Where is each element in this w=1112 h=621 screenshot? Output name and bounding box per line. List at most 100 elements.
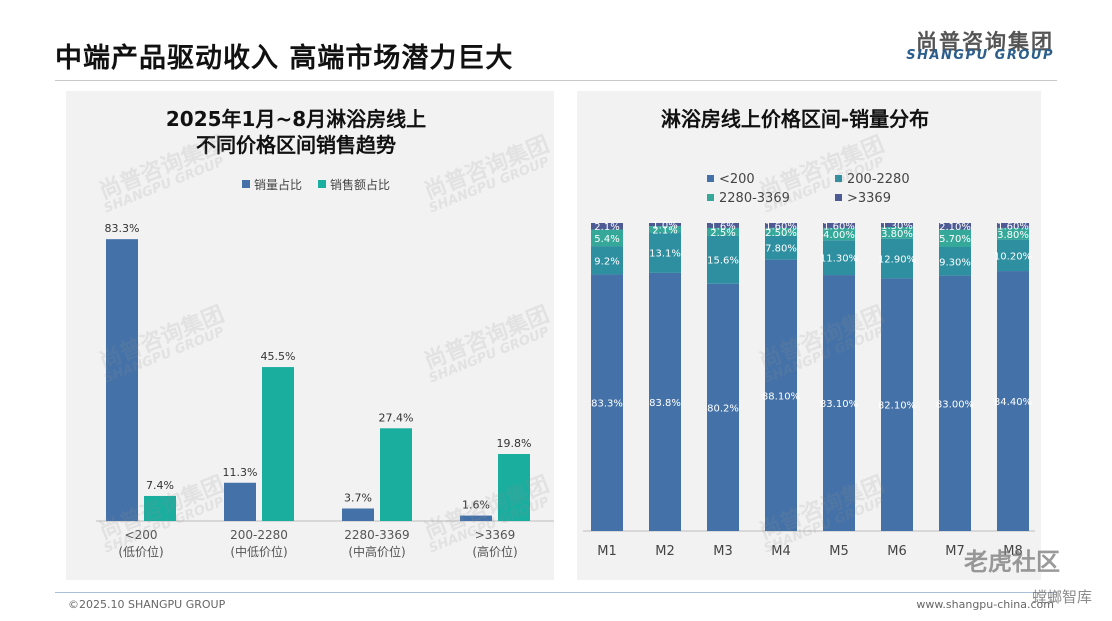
footer-copyright: ©2025.10 SHANGPU GROUP <box>68 598 226 611</box>
data-label: 5.4% <box>594 234 619 245</box>
stacked-segment <box>591 229 623 247</box>
x-tick-label: M7 <box>945 544 965 559</box>
data-label: 80.2% <box>707 403 739 414</box>
stacked-segment <box>707 235 739 284</box>
overlay-subtitle: 螳螂智库 <box>1031 588 1092 606</box>
x-tick-label: 200-2280 <box>230 528 288 542</box>
x-tick-label: M1 <box>597 544 617 559</box>
right-chart-panel: 淋浴房线上价格区间-销量分布 <200 200-2280 2280-3369 >3369… <box>577 91 1041 580</box>
data-label: 1.30% <box>881 221 913 232</box>
data-label: 3.80% <box>997 230 1029 241</box>
legend-swatch <box>707 194 714 201</box>
data-label: 11.3% <box>223 466 258 479</box>
stacked-segment <box>939 229 971 247</box>
stacked-segment <box>765 223 797 228</box>
stacked-segment <box>707 227 739 236</box>
footer-divider <box>55 592 1057 593</box>
data-label: 83.00% <box>936 399 974 410</box>
stacked-segment <box>939 247 971 276</box>
data-label: 1.60% <box>823 221 855 232</box>
data-label: 11.30% <box>820 254 858 265</box>
data-label: 2.50% <box>765 228 797 239</box>
data-label: 88.10% <box>762 391 800 402</box>
stacked-segment <box>997 227 1029 240</box>
x-tick-sublabel: (低价位) <box>118 544 163 559</box>
stacked-segment <box>823 223 855 228</box>
x-tick-sublabel: (中低价位) <box>230 544 287 559</box>
stacked-segment <box>707 283 739 531</box>
data-label: 83.8% <box>649 398 681 409</box>
brand-logo-cn: 尚普咨询集团 <box>916 30 1054 54</box>
stacked-segment <box>997 271 1029 531</box>
brand-logo-en: SHANGPU GROUP <box>906 48 1054 63</box>
legend-label: 销量占比 <box>254 177 302 192</box>
data-label: 5.70% <box>939 234 971 245</box>
footer-website: www.shangpu-china.com <box>916 598 1054 611</box>
data-label: 2.5% <box>710 228 735 239</box>
stacked-segment <box>765 227 797 236</box>
x-tick-label: M4 <box>771 544 791 559</box>
data-label: 83.3% <box>105 222 140 235</box>
data-label: 27.4% <box>379 411 414 424</box>
data-label: 13.1% <box>649 249 681 260</box>
bar <box>106 239 138 521</box>
bar <box>342 508 374 521</box>
bar <box>144 495 176 521</box>
legend-swatch <box>707 175 714 182</box>
x-tick-label: M6 <box>887 544 907 559</box>
legend-swatch <box>318 180 326 188</box>
x-tick-label: M5 <box>829 544 849 559</box>
legend-swatch <box>835 194 842 201</box>
x-tick-label: <200 <box>125 528 158 542</box>
stacked-segment <box>591 246 623 275</box>
stacked-segment <box>823 240 855 276</box>
page-title: 中端产品驱动收入 高端市场潜力巨大 <box>55 43 514 74</box>
stacked-segment <box>881 227 913 239</box>
data-label: 1.60% <box>997 221 1029 232</box>
x-tick-sublabel: (高价位) <box>472 544 517 559</box>
header-divider <box>55 80 1057 81</box>
data-label: 1.6% <box>710 221 735 232</box>
bar <box>498 454 530 521</box>
data-label: 19.8% <box>497 437 532 450</box>
stacked-segment <box>591 274 623 531</box>
data-label: 7.80% <box>765 244 797 255</box>
stacked-segment <box>649 232 681 273</box>
legend-swatch <box>835 175 842 182</box>
overlay-logo: 老虎社区 <box>964 548 1060 576</box>
data-label: 9.30% <box>939 257 971 268</box>
bar <box>262 367 294 521</box>
bar <box>224 482 256 521</box>
legend-label: <200 <box>719 172 755 187</box>
data-label: 2.1% <box>594 222 619 233</box>
data-label: 84.40% <box>994 397 1032 408</box>
x-tick-label: 2280-3369 <box>344 528 409 542</box>
left-chart-panel: 2025年1月~8月淋浴房线上 不同价格区间销售趋势 销量占比 销售额占比 83.3% 7… <box>66 91 554 580</box>
legend-label: 200-2280 <box>847 172 910 187</box>
data-label: 45.5% <box>261 350 296 363</box>
x-tick-sublabel: (中高价位) <box>348 544 405 559</box>
stacked-segment <box>881 223 913 227</box>
stacked-segment <box>649 223 681 227</box>
legend-label: 销售额占比 <box>330 177 390 192</box>
data-label: 12.90% <box>878 255 916 266</box>
data-label: 1.0% <box>652 221 677 232</box>
x-tick-label: M3 <box>713 544 733 559</box>
right-stacked-chart: 淋浴房线上价格区间-销量分布 <200 200-2280 2280-3369 >3369… <box>583 107 1035 559</box>
data-label: 1.6% <box>462 499 490 512</box>
stacked-segment <box>649 272 681 531</box>
data-label: 82.10% <box>878 401 916 412</box>
x-tick-label: M2 <box>655 544 675 559</box>
x-tick-label: M8 <box>1003 544 1023 559</box>
data-label: 1.60% <box>765 221 797 232</box>
data-label: 3.80% <box>881 229 913 240</box>
data-label: 15.6% <box>707 256 739 267</box>
stacked-segment <box>997 239 1029 272</box>
stacked-segment <box>939 223 971 230</box>
stacked-segment <box>649 226 681 233</box>
chart-title: 淋浴房线上价格区间-销量分布 <box>661 107 929 131</box>
data-label: 9.2% <box>594 256 619 267</box>
chart-title: 不同价格区间销售趋势 <box>196 133 396 157</box>
stacked-segment <box>823 227 855 241</box>
